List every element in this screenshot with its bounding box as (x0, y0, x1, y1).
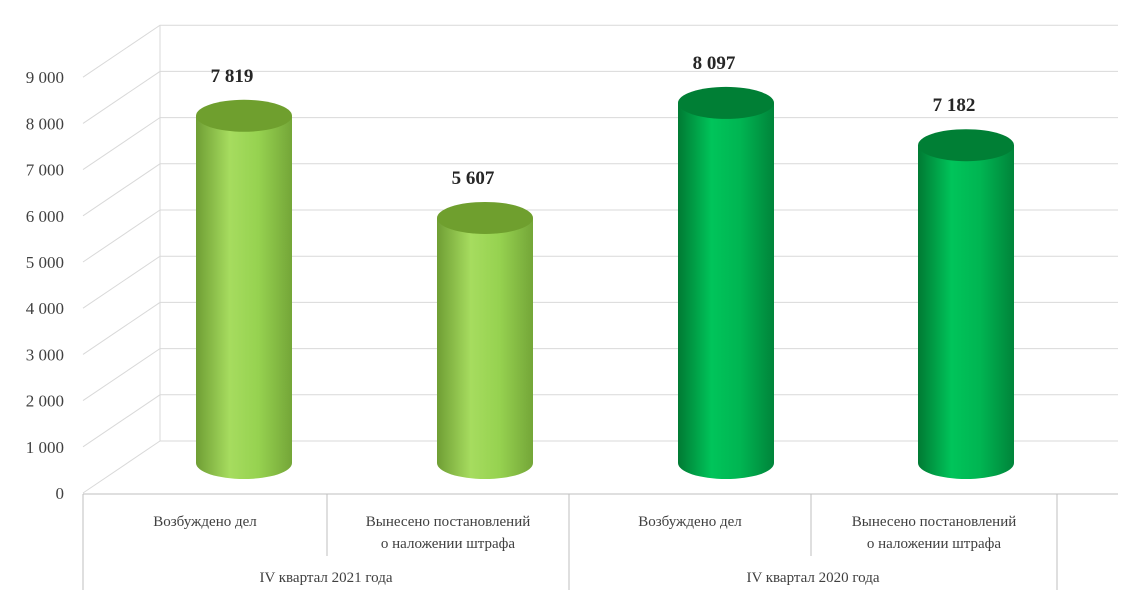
category-label: Возбуждено дел (638, 514, 742, 530)
y-tick-label: 3 000 (26, 345, 64, 364)
category-label-line2: о наложении штрафа (381, 536, 516, 552)
gridlines (82, 24, 1118, 494)
y-tick-label: 5 000 (26, 253, 64, 272)
data-label: 5 607 (452, 168, 495, 189)
y-tick-label: 7 000 (26, 161, 64, 180)
category-label: Вынесено постановлений (852, 514, 1017, 530)
bar-top (918, 129, 1014, 162)
bar-top (437, 201, 533, 234)
category-label: Вынесено постановлений (366, 514, 531, 530)
y-tick-label: 1 000 (26, 438, 64, 457)
data-label: 7 182 (933, 95, 976, 116)
group-label: IV квартал 2020 года (746, 570, 879, 586)
data-label: 7 819 (211, 66, 254, 87)
bars (196, 86, 1014, 480)
labels: 7 819 Возбуждено дел 5 607 Вынесено постано… (153, 53, 1016, 586)
bar-cylinder (196, 115, 292, 479)
group-label: IV квартал 2021 года (259, 570, 392, 586)
y-tick-label: 6 000 (26, 207, 64, 226)
bar-cylinder (918, 145, 1014, 480)
y-tick-label: 4 000 (26, 299, 64, 318)
bar-top (196, 99, 292, 132)
bar-cylinder (437, 217, 533, 479)
y-tick-label: 2 000 (26, 392, 64, 411)
bar-top (678, 86, 774, 119)
y-tick-label: 9 000 (26, 68, 64, 87)
bar-cylinder (678, 102, 774, 479)
data-label: 8 097 (693, 53, 736, 74)
axes: 0 1 000 2 000 3 000 4 000 5 000 6 000 7 000 8 00… (26, 68, 1118, 590)
y-tick-label: 8 000 (26, 114, 64, 133)
category-label-line2: о наложении штрафа (867, 536, 1002, 552)
category-label: Возбуждено дел (153, 514, 257, 530)
y-tick-label: 0 (56, 484, 65, 503)
